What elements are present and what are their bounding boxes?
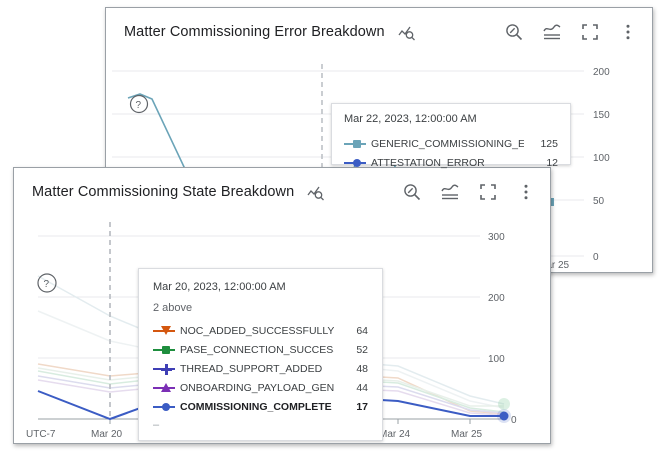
help-circle-icon[interactable]: ? (37, 273, 57, 293)
svg-text:Mar 24: Mar 24 (379, 429, 411, 440)
tooltip-row: PASE_CONNECTION_SUCCESSFUL 52 (153, 340, 368, 359)
svg-text:Mar 25: Mar 25 (451, 429, 483, 440)
tooltip-series-value: 44 (356, 381, 368, 394)
svg-text:0: 0 (593, 252, 599, 263)
tooltip-date: Mar 22, 2023, 12:00:00 AM (344, 113, 477, 125)
svg-text:0: 0 (511, 415, 517, 426)
svg-text:150: 150 (593, 110, 610, 121)
series-marker-triangle-up-icon (153, 382, 175, 394)
tooltip-series-label: ATTESTATION_ERROR (371, 156, 485, 169)
tooltip-series-label: ONBOARDING_PAYLOAD_GENERATED (180, 381, 334, 394)
tooltip-row: NOC_ADDED_SUCCESSFULLY 64 (153, 321, 368, 340)
series-marker-circle-icon (153, 401, 175, 413)
more-options-icon[interactable] (618, 22, 638, 42)
chart-style-icon[interactable] (440, 182, 460, 202)
svg-text:?: ? (136, 100, 142, 111)
chart-style-icon[interactable] (542, 22, 562, 42)
more-options-icon[interactable] (516, 182, 536, 202)
tooltip-above-count: 2 above (153, 302, 193, 314)
tooltip-overflow-indicator: – (153, 419, 161, 431)
panel-actions (402, 182, 536, 202)
chart-plot-area-state-breakdown[interactable]: 300 200 100 0 UTC-7 Mar 20 Mar 21 Mar 22… (14, 216, 550, 443)
panel-header: Matter Commissioning State Breakdown (14, 168, 550, 216)
tooltip-row: GENERIC_COMMISSIONING_ERROR 125 (344, 134, 558, 153)
page-title: Matter Commissioning State Breakdown (32, 184, 295, 200)
chart-panel-state-breakdown[interactable]: Matter Commissioning State Breakdown (13, 167, 551, 444)
svg-text:50: 50 (593, 196, 605, 207)
svg-text:200: 200 (488, 293, 505, 304)
series-endpoint-marker (499, 411, 509, 421)
series-marker-triangle-down-icon (153, 325, 175, 337)
tooltip-series-label: PASE_CONNECTION_SUCCESSFUL (180, 343, 334, 356)
tooltip-series-label: NOC_ADDED_SUCCESSFULLY (180, 324, 334, 337)
page-title: Matter Commissioning Error Breakdown (124, 24, 385, 40)
series-marker-square-icon (344, 138, 366, 150)
series-marker-square-icon (153, 344, 175, 356)
tooltip-row: ONBOARDING_PAYLOAD_GENERATED 44 (153, 378, 368, 397)
line-chart-explore-icon[interactable] (306, 182, 326, 202)
fullscreen-icon[interactable] (580, 22, 600, 42)
svg-text:100: 100 (593, 153, 610, 164)
tooltip-series-value: 17 (356, 400, 368, 413)
tooltip-series-value: 52 (356, 343, 368, 356)
tooltip-date: Mar 20, 2023, 12:00:00 AM (153, 281, 286, 293)
series-endpoint-halo-green (498, 398, 510, 410)
svg-text:200: 200 (593, 67, 610, 78)
tooltip-series-value: 12 (546, 156, 558, 169)
svg-text:100: 100 (488, 354, 505, 365)
chart-tooltip-state-breakdown: Mar 20, 2023, 12:00:00 AM 2 above NOC_AD… (138, 268, 383, 441)
zoom-out-icon[interactable] (402, 182, 422, 202)
fullscreen-icon[interactable] (478, 182, 498, 202)
panel-header: Matter Commissioning Error Breakdown (106, 8, 652, 56)
tooltip-series-value: 64 (356, 324, 368, 337)
line-chart-explore-icon[interactable] (397, 22, 417, 42)
tooltip-series-label: GENERIC_COMMISSIONING_ERROR (371, 137, 524, 150)
svg-text:UTC-7: UTC-7 (26, 429, 56, 440)
chart-tooltip-error-breakdown: Mar 22, 2023, 12:00:00 AM GENERIC_COMMIS… (331, 103, 571, 169)
panel-actions (504, 22, 638, 42)
help-circle-icon[interactable]: ? (129, 94, 149, 114)
tooltip-series-value: 48 (356, 362, 368, 375)
svg-text:300: 300 (488, 232, 505, 243)
tooltip-series-label: THREAD_SUPPORT_ADDED (180, 362, 323, 375)
tooltip-row: THREAD_SUPPORT_ADDED 48 (153, 359, 368, 378)
tooltip-series-label: COMMISSIONING_COMPLETE (180, 400, 332, 413)
tooltip-series-value: 125 (540, 137, 558, 150)
tooltip-row: ATTESTATION_ERROR 12 (344, 153, 558, 172)
x-axis-label-mar25: Mar 25 (538, 260, 570, 271)
series-marker-plus-icon (153, 363, 175, 375)
y-axis-labels: 300 200 100 0 (488, 232, 517, 426)
series-marker-circle-icon (344, 157, 366, 169)
zoom-out-icon[interactable] (504, 22, 524, 42)
svg-text:Mar 20: Mar 20 (91, 429, 123, 440)
tooltip-row-highlighted: COMMISSIONING_COMPLETE 17 (153, 397, 368, 416)
svg-text:?: ? (44, 279, 50, 290)
y-axis-labels: 200 150 100 50 0 (593, 67, 610, 263)
